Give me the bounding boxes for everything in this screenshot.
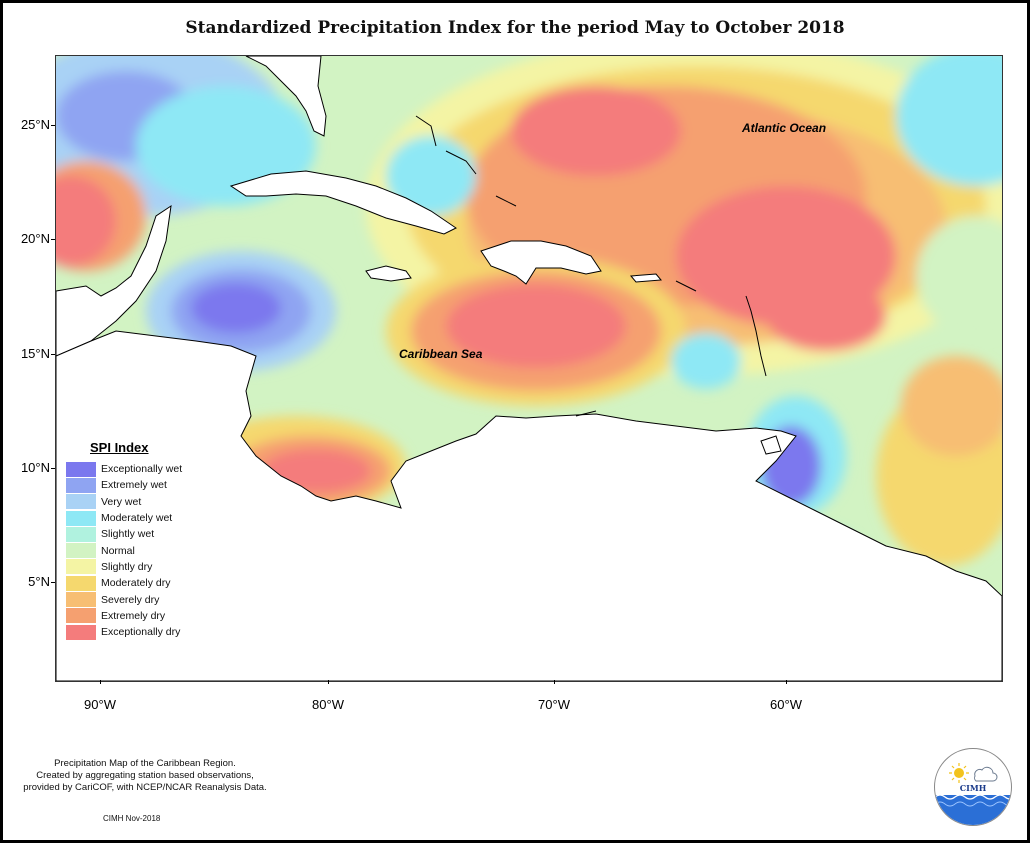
spi-legend: SPI Index Exceptionally wet Extremely wet… bbox=[66, 440, 196, 640]
legend-items: Exceptionally wet Extremely wet Very wet Mo… bbox=[66, 461, 196, 640]
lat-tick bbox=[51, 468, 55, 469]
legend-label: Slightly dry bbox=[101, 560, 153, 573]
legend-swatch bbox=[66, 575, 96, 591]
lat-label-15n: 15°N bbox=[20, 346, 50, 361]
legend-swatch bbox=[66, 608, 96, 624]
spi-contour-layer bbox=[56, 56, 1002, 681]
legend-label: Exceptionally wet bbox=[101, 463, 183, 476]
spi-map: Atlantic Ocean Caribbean Sea bbox=[55, 55, 1003, 682]
legend-item: Extremely wet bbox=[66, 477, 196, 493]
legend-item: Very wet bbox=[66, 494, 196, 510]
legend-item: Normal bbox=[66, 542, 196, 559]
legend-swatch bbox=[66, 559, 96, 575]
sun-icon bbox=[949, 763, 969, 783]
wave-icon bbox=[935, 794, 1011, 825]
footnote-date: CIMH Nov-2018 bbox=[103, 814, 161, 823]
lon-tick bbox=[554, 680, 555, 684]
lat-tick bbox=[51, 239, 55, 240]
legend-item: Slightly wet bbox=[66, 526, 196, 542]
map-title: Standardized Precipitation Index for the… bbox=[185, 18, 845, 38]
legend-swatch bbox=[66, 526, 96, 542]
caribbean-sea-label: Caribbean Sea bbox=[399, 347, 483, 361]
legend-swatch bbox=[66, 510, 96, 526]
legend-item: Slightly dry bbox=[66, 559, 196, 575]
legend-swatch bbox=[66, 543, 96, 559]
legend-title: SPI Index bbox=[90, 440, 149, 455]
legend-label: Very wet bbox=[101, 495, 142, 508]
lat-label-5n: 5°N bbox=[28, 574, 50, 589]
atlantic-ocean-label: Atlantic Ocean bbox=[742, 121, 827, 135]
legend-swatch bbox=[66, 494, 96, 510]
lon-tick bbox=[328, 680, 329, 684]
lon-tick bbox=[786, 680, 787, 684]
legend-swatch bbox=[66, 592, 96, 608]
lon-tick bbox=[100, 680, 101, 684]
legend-item: Exceptionally wet bbox=[66, 461, 196, 477]
legend-swatch bbox=[66, 461, 96, 477]
legend-label: Normal bbox=[101, 544, 135, 557]
cloud-icon bbox=[974, 766, 998, 782]
cimh-logo: CIMH bbox=[934, 748, 1012, 826]
legend-label: Extremely dry bbox=[101, 609, 166, 622]
lat-label-25n: 25°N bbox=[20, 117, 50, 132]
legend-label: Moderately wet bbox=[101, 512, 173, 525]
lon-label-70w: 70°W bbox=[538, 697, 570, 712]
lat-tick bbox=[51, 582, 55, 583]
legend-label: Moderately dry bbox=[101, 577, 171, 590]
legend-label: Extremely wet bbox=[101, 479, 167, 492]
legend-swatch bbox=[66, 477, 96, 493]
footnote-line: Created by aggregating station based obs… bbox=[36, 770, 254, 781]
legend-item: Exceptionally dry bbox=[66, 624, 196, 640]
legend-swatch bbox=[66, 624, 96, 640]
legend-label: Severely dry bbox=[101, 593, 160, 606]
legend-item: Severely dry bbox=[66, 591, 196, 608]
legend-item: Extremely dry bbox=[66, 608, 196, 624]
legend-label: Slightly wet bbox=[101, 528, 155, 541]
lon-label-80w: 80°W bbox=[312, 697, 344, 712]
footnote-line: Precipitation Map of the Caribbean Regio… bbox=[54, 758, 236, 769]
legend-label: Exceptionally dry bbox=[101, 626, 181, 639]
lon-label-60w: 60°W bbox=[770, 697, 802, 712]
lat-label-10n: 10°N bbox=[20, 460, 50, 475]
lat-tick bbox=[51, 354, 55, 355]
lon-label-90w: 90°W bbox=[84, 697, 116, 712]
lat-tick bbox=[51, 125, 55, 126]
map-footnote: Precipitation Map of the Caribbean Regio… bbox=[10, 758, 280, 794]
lat-label-20n: 20°N bbox=[20, 231, 50, 246]
legend-item: Moderately dry bbox=[66, 575, 196, 591]
footnote-line: provided by CariCOF, with NCEP/NCAR Rean… bbox=[23, 782, 267, 793]
legend-item: Moderately wet bbox=[66, 510, 196, 526]
logo-text: CIMH bbox=[959, 783, 987, 793]
logo-graphic bbox=[935, 763, 1011, 825]
